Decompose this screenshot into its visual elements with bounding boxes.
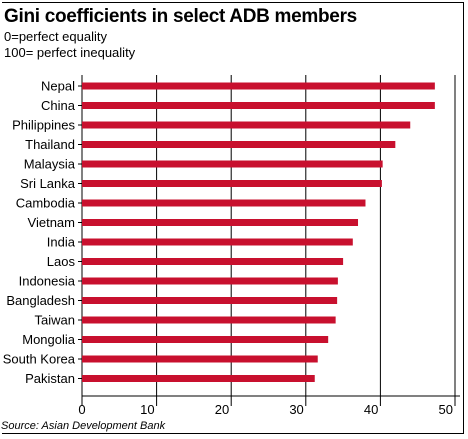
chart-subtitle-line-2: 100= perfect inequality: [4, 45, 136, 60]
category-label: Malaysia: [24, 157, 76, 172]
x-tick-label: 10: [140, 402, 154, 417]
bar: [82, 238, 353, 246]
category-label: Cambodia: [16, 196, 76, 211]
category-label: India: [47, 235, 76, 250]
x-tick-label: 50: [439, 402, 453, 417]
category-label: Vietnam: [28, 215, 75, 230]
bar: [82, 82, 435, 90]
category-label: Laos: [47, 254, 76, 269]
bar: [82, 121, 411, 129]
bar: [82, 316, 336, 324]
category-label: Indonesia: [19, 274, 76, 289]
x-tick-label: 30: [289, 402, 303, 417]
category-label: Thailand: [25, 137, 75, 152]
bar: [82, 277, 338, 285]
x-tick-label: 40: [364, 402, 378, 417]
category-label: Bangladesh: [6, 293, 75, 308]
x-tick-label: 0: [78, 402, 85, 417]
bar: [82, 141, 396, 148]
bar: [82, 297, 338, 304]
chart-title: Gini coefficients in select ADB members: [4, 6, 357, 27]
chart-subtitle-line-1: 0=perfect equality: [4, 29, 107, 44]
category-label: Philippines: [12, 118, 75, 133]
source-note: Source: Asian Development Bank: [1, 420, 166, 432]
bar: [82, 219, 359, 226]
category-label: Sri Lanka: [20, 176, 76, 191]
category-label: Nepal: [41, 79, 75, 94]
x-tick-label: 20: [215, 402, 229, 417]
bar: [82, 102, 435, 109]
bar: [82, 258, 344, 265]
category-label: China: [41, 98, 76, 113]
category-label: Taiwan: [35, 313, 75, 328]
bar: [82, 355, 318, 363]
chart-frame: [2, 2, 464, 434]
bar: [82, 180, 382, 187]
category-label: Mongolia: [22, 332, 76, 347]
category-label: South Korea: [3, 352, 76, 367]
category-label: Pakistan: [25, 371, 75, 386]
bar: [82, 375, 315, 382]
bar: [82, 160, 383, 168]
bar: [82, 336, 329, 343]
bar: [82, 199, 366, 207]
